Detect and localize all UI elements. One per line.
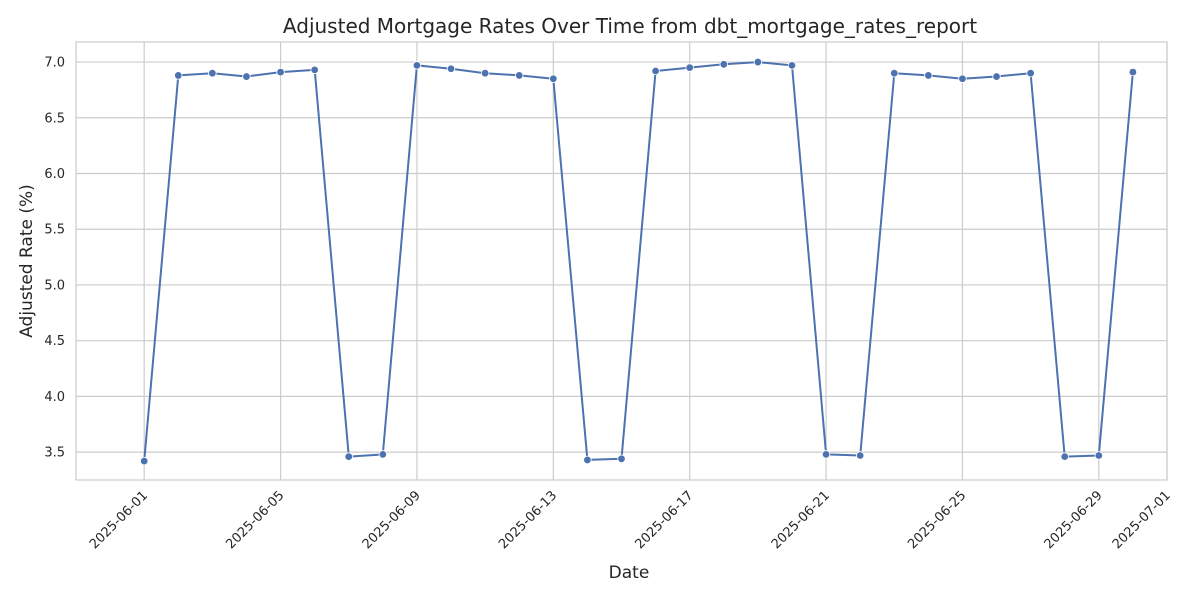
- x-tick-label: 2025-06-13: [496, 488, 560, 552]
- data-point: [719, 60, 728, 69]
- data-point: [617, 454, 626, 464]
- data-point: [685, 63, 694, 72]
- y-tick-label: 7.0: [44, 56, 65, 71]
- series-layer: [139, 57, 1138, 466]
- data-point: [992, 72, 1001, 81]
- data-point: [174, 71, 183, 80]
- data-point: [378, 450, 388, 459]
- data-point: [855, 451, 865, 460]
- y-tick-label: 6.5: [44, 111, 65, 126]
- data-point: [412, 61, 422, 70]
- data-point: [787, 61, 797, 70]
- x-tick-label: 2025-06-25: [905, 488, 969, 552]
- data-point: [515, 71, 524, 80]
- y-tick-label: 5.0: [44, 278, 65, 293]
- y-tick-label: 5.5: [44, 223, 65, 238]
- data-point: [480, 69, 490, 78]
- data-point: [344, 452, 353, 461]
- data-point: [1128, 67, 1138, 77]
- plot-area-frame: [75, 41, 1168, 481]
- chart-title: Adjusted Mortgage Rates Over Time from d…: [283, 14, 977, 38]
- x-tick-label: 2025-06-29: [1042, 488, 1106, 552]
- data-point: [1026, 69, 1035, 78]
- data-point: [890, 69, 899, 78]
- data-point: [583, 455, 592, 465]
- data-point: [651, 66, 660, 76]
- x-tick-label: 2025-06-01: [87, 488, 151, 552]
- y-tick-label: 3.5: [44, 446, 65, 461]
- x-tick-label: 2025-06-09: [360, 488, 424, 552]
- data-point: [208, 69, 217, 78]
- data-point: [549, 74, 558, 83]
- data-point: [1094, 451, 1104, 460]
- data-point: [310, 65, 319, 75]
- y-tick-label: 4.0: [44, 390, 65, 405]
- data-point: [242, 72, 251, 81]
- y-axis-ticks: 3.5 4.0 4.5 5.0 5.5 6.0 6.5 7.0: [44, 56, 65, 461]
- x-tick-label: 2025-06-21: [769, 488, 833, 552]
- x-tick-label: 2025-06-17: [632, 488, 696, 552]
- data-point: [821, 450, 831, 459]
- data-point: [1060, 452, 1069, 461]
- x-axis-label: Date: [609, 563, 650, 583]
- data-point: [958, 74, 967, 83]
- x-axis-ticks: 2025-06-01 2025-06-05 2025-06-09 2025-06-13…: [87, 488, 1174, 552]
- y-tick-label: 6.0: [44, 167, 65, 182]
- data-point: [753, 57, 763, 67]
- data-point: [446, 64, 456, 73]
- grid-lines: [76, 42, 1168, 480]
- x-tick-label: 2025-07-01: [1110, 488, 1174, 552]
- y-axis-label: Adjusted Rate (%): [17, 184, 37, 338]
- y-tick-label: 4.5: [44, 334, 65, 349]
- data-point: [924, 71, 933, 80]
- series-line: [143, 61, 1134, 462]
- x-tick-label: 2025-06-05: [223, 488, 287, 552]
- data-point: [139, 456, 149, 466]
- data-point: [276, 67, 285, 77]
